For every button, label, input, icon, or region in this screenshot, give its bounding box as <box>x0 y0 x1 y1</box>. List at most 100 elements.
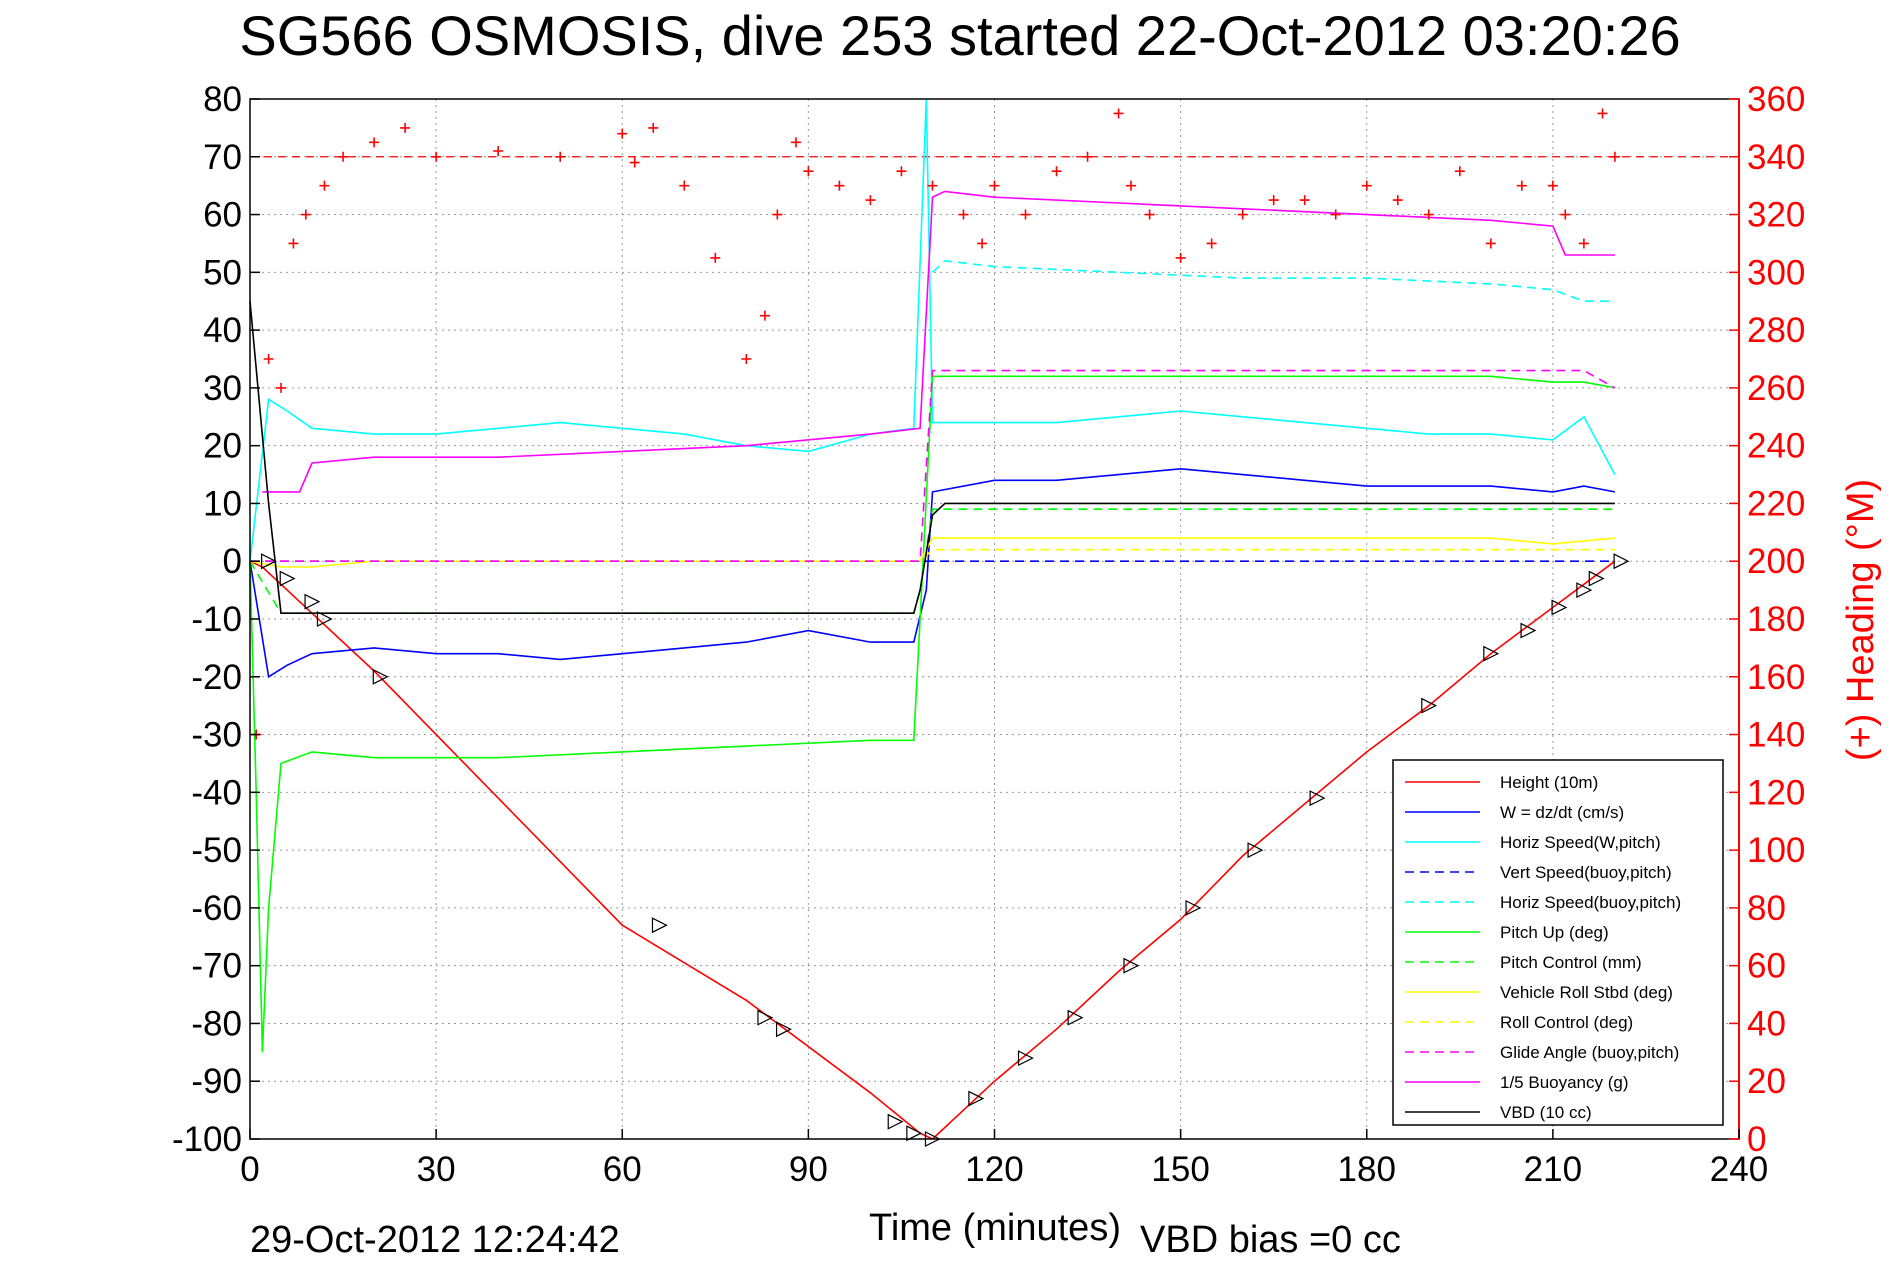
series-layer <box>249 98 1739 1140</box>
height-marker-20 <box>1520 622 1537 639</box>
heading-point-25 <box>927 180 938 191</box>
right-axis-ticks: 0 20 40 60 80 100 120 140 160 180 200 220 240 260 280 3… <box>1729 80 1805 1159</box>
height-marker-9 <box>906 1125 923 1142</box>
height-marker-2 <box>304 593 321 610</box>
legend-label-pitch-up-deg: Pitch Up (deg) <box>1500 923 1609 942</box>
y-tick-label-14: 40 <box>203 311 242 350</box>
x-tick-label-6: 180 <box>1338 1150 1396 1189</box>
heading-point-31 <box>1082 151 1093 162</box>
series-1-5-buoyancy-g <box>262 190 1615 493</box>
right-tick-label-0: 0 <box>1747 1120 1766 1159</box>
heading-point-1 <box>263 354 274 364</box>
heading-point-36 <box>1206 238 1217 249</box>
x-tick-label-4: 120 <box>965 1150 1023 1189</box>
height-marker-21 <box>1551 599 1568 616</box>
y-tick-label-9: -10 <box>191 600 242 639</box>
heading-point-9 <box>431 151 442 162</box>
heading-point-47 <box>1547 180 1558 191</box>
heading-point-2 <box>276 382 287 393</box>
y-tick-label-5: -50 <box>191 831 242 870</box>
height-marker-11 <box>968 1090 985 1107</box>
heading-point-51 <box>1609 151 1620 162</box>
heading-point-11 <box>555 151 566 162</box>
x-tick-label-0: 0 <box>240 1150 259 1189</box>
right-tick-label-9: 180 <box>1747 600 1805 639</box>
y-tick-label-1: -90 <box>191 1062 242 1101</box>
right-tick-label-8: 160 <box>1747 658 1805 697</box>
heading-point-20 <box>790 137 801 148</box>
legend-label-roll-control-deg: Roll Control (deg) <box>1500 1013 1633 1032</box>
legend-label-pitch-control-mm: Pitch Control (mm) <box>1500 953 1642 972</box>
heading-point-42 <box>1392 195 1403 206</box>
right-tick-label-7: 140 <box>1747 716 1805 755</box>
heading-point-13 <box>629 157 640 168</box>
heading-point-41 <box>1361 180 1372 191</box>
height-marker-19 <box>1483 645 1500 662</box>
heading-point-32 <box>1113 108 1124 119</box>
legend-label-horiz-speed-w-pitch: Horiz Speed(W,pitch) <box>1500 833 1661 852</box>
right-tick-label-14: 280 <box>1747 311 1805 350</box>
y-tick-label-15: 50 <box>203 253 242 292</box>
right-tick-label-12: 240 <box>1747 427 1805 466</box>
heading-point-35 <box>1175 252 1186 263</box>
heading-point-43 <box>1423 209 1434 220</box>
y-tick-label-17: 70 <box>203 138 242 177</box>
x-tick-label-3: 90 <box>789 1150 828 1189</box>
height-markers <box>261 553 1630 1147</box>
height-marker-5 <box>651 917 668 934</box>
height-marker-8 <box>887 1113 904 1130</box>
heading-point-49 <box>1578 238 1589 249</box>
series-pitch-up-deg <box>249 375 1616 1053</box>
height-marker-17 <box>1309 790 1326 807</box>
heading-point-37 <box>1237 209 1248 220</box>
height-marker-1 <box>279 570 296 587</box>
right-tick-label-10: 200 <box>1747 542 1805 581</box>
y-tick-label-12: 20 <box>203 427 242 466</box>
x-axis-label: Time (minutes) <box>869 1207 1121 1249</box>
y-tick-label-0: -100 <box>172 1120 242 1159</box>
right-tick-label-2: 40 <box>1747 1004 1786 1043</box>
y-tick-label-13: 30 <box>203 369 242 408</box>
y-tick-label-16: 60 <box>203 196 242 235</box>
heading-point-34 <box>1144 209 1155 220</box>
heading-point-12 <box>617 128 628 139</box>
heading-point-10 <box>493 146 504 156</box>
y-tick-label-10: 0 <box>223 542 242 581</box>
footer-vbd-bias: VBD bias =0 cc <box>1140 1219 1401 1261</box>
heading-point-48 <box>1560 209 1571 220</box>
y-tick-label-6: -40 <box>191 773 242 812</box>
height-marker-23 <box>1588 570 1605 587</box>
right-tick-label-6: 120 <box>1747 773 1805 812</box>
heading-point-46 <box>1516 180 1527 191</box>
legend-label-vert-speed-buoy-pitch: Vert Speed(buoy,pitch) <box>1500 863 1672 882</box>
height-marker-0 <box>261 553 277 570</box>
height-marker-18 <box>1421 697 1438 714</box>
heading-point-45 <box>1485 238 1496 249</box>
heading-point-24 <box>896 166 907 177</box>
heading-point-21 <box>803 166 814 177</box>
footer-timestamp: 29-Oct-2012 12:24:42 <box>250 1219 620 1261</box>
height-marker-7 <box>775 1021 792 1038</box>
right-tick-label-16: 320 <box>1747 196 1805 235</box>
y-axis-ticks: -100-90-80-70-60-50-40-30-20-10010203040… <box>172 80 260 1159</box>
height-marker-24 <box>1613 553 1630 570</box>
y-tick-label-18: 80 <box>203 80 242 119</box>
x-tick-label-7: 210 <box>1524 1150 1582 1189</box>
right-axis-label: (+) Heading (°M) <box>1840 479 1882 761</box>
legend-box <box>1392 759 1724 1126</box>
series-height-10m <box>249 560 1616 1140</box>
height-marker-12 <box>1017 1050 1034 1067</box>
heading-point-3 <box>288 238 299 249</box>
height-marker-14 <box>1123 957 1140 974</box>
heading-point-44 <box>1454 166 1465 177</box>
heading-point-28 <box>989 180 1000 191</box>
heading-point-30 <box>1051 166 1062 177</box>
legend-label-vehicle-roll-stbd-deg: Vehicle Roll Stbd (deg) <box>1500 983 1673 1002</box>
heading-point-4 <box>300 209 311 220</box>
series-horiz-speed-buoy-pitch <box>931 259 1615 303</box>
series-horiz-speed-w-pitch <box>249 98 1616 562</box>
x-tick-label-8: 240 <box>1710 1150 1768 1189</box>
heading-point-23 <box>865 195 876 206</box>
legend-label-horiz-speed-buoy-pitch: Horiz Speed(buoy,pitch) <box>1500 893 1681 912</box>
height-marker-22 <box>1576 582 1593 599</box>
